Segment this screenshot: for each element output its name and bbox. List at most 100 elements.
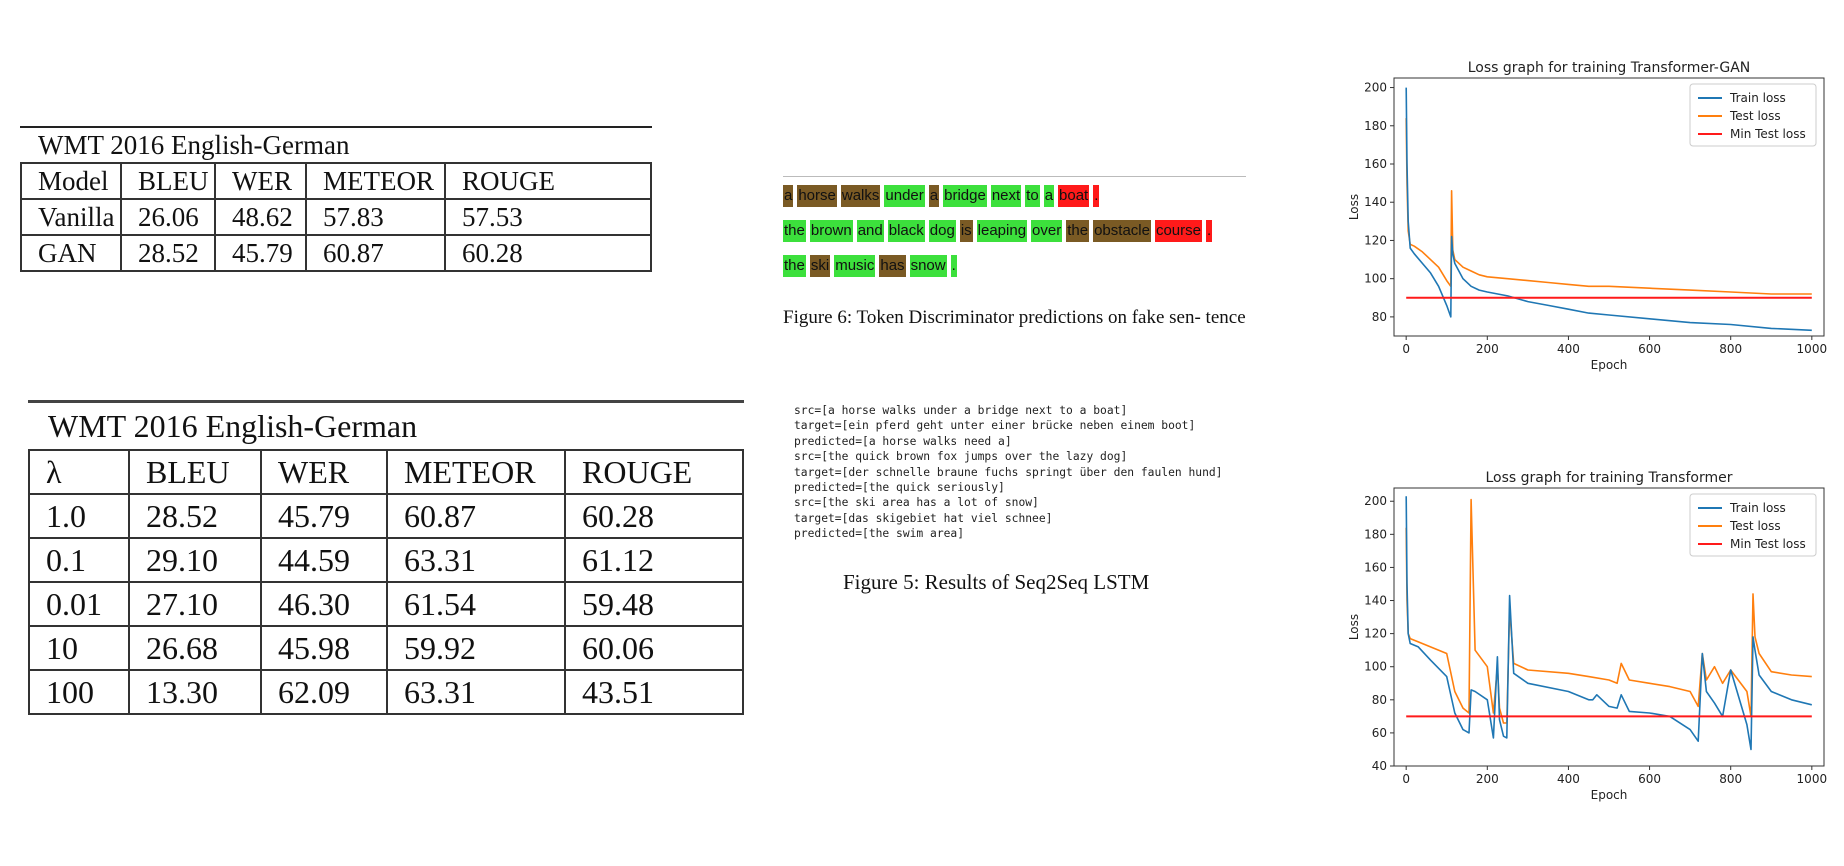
code-line: target=[das skigebiet hat viel schnee] (794, 511, 1053, 525)
results-table-model-comparison: WMT 2016 English-German Model BLEU WER M… (20, 126, 652, 272)
table-row: 10 26.68 45.98 59.92 60.06 (28, 625, 744, 671)
table-cell: 60.28 (444, 234, 652, 272)
token-word: ski (809, 255, 831, 277)
header-cell: METEOR (386, 449, 566, 495)
x-tick-label: 0 (1402, 772, 1410, 786)
series-line-train-loss (1405, 87, 1812, 332)
token-word: leaping (976, 220, 1028, 242)
x-tick-label: 600 (1638, 342, 1661, 356)
table-cell: 46.30 (260, 581, 388, 627)
table-grid: Model BLEU WER METEOR ROUGE Vanilla 26.0… (20, 162, 652, 272)
token-word: snow (909, 255, 947, 277)
results-table-lambda-ablation: WMT 2016 English-German λ BLEU WER METEO… (28, 400, 744, 715)
table-header-row: Model BLEU WER METEOR ROUGE (20, 162, 652, 200)
table-cell: 48.62 (214, 198, 307, 236)
table-grid: λ BLEU WER METEOR ROUGE 1.0 28.52 45.79 … (28, 449, 744, 715)
table-caption: WMT 2016 English-German (20, 126, 652, 162)
table-cell: 63.31 (386, 669, 566, 715)
table-cell: 60.06 (564, 625, 744, 671)
x-tick-label: 1000 (1797, 772, 1828, 786)
token-word: . (1206, 220, 1213, 242)
table-cell: 57.83 (305, 198, 446, 236)
plot-frame (1393, 487, 1825, 767)
token-sentence: a horse walks under a bridge next to a boat. (783, 185, 1246, 220)
y-tick-label: 180 (1364, 119, 1387, 133)
table-cell: 61.12 (564, 537, 744, 583)
figure-6-caption: Figure 6: Token Discriminator prediction… (783, 307, 1246, 328)
x-tick-label: 600 (1638, 772, 1661, 786)
token-discriminator-figure: a horse walks under a bridge next to a boat. the br… (783, 176, 1246, 290)
y-axis-label: Loss (1347, 614, 1361, 640)
token-word: horse (797, 185, 837, 207)
x-axis-label: Epoch (1591, 358, 1628, 372)
token-word: brown (809, 220, 853, 242)
table-cell: GAN (20, 234, 122, 272)
header-cell: BLEU (128, 449, 262, 495)
table-cell: 26.68 (128, 625, 262, 671)
token-word: . (1093, 185, 1100, 207)
legend-label: Train loss (1729, 91, 1786, 105)
header-cell: Model (20, 162, 122, 200)
series-line-train-loss (1405, 496, 1812, 751)
table-row: Vanilla 26.06 48.62 57.83 57.53 (20, 198, 652, 236)
y-tick-label: 140 (1364, 195, 1387, 209)
y-tick-label: 160 (1364, 560, 1387, 574)
token-word: a (1043, 185, 1055, 207)
loss-chart-transformer-gan: Loss graph for training Transformer-GAN 0… (1347, 60, 1827, 372)
table-cell: 1.0 (28, 493, 130, 539)
x-tick-label: 0 (1402, 342, 1410, 356)
header-cell: WER (214, 162, 307, 200)
token-word: dog (928, 220, 956, 242)
header-cell: λ (28, 449, 130, 495)
series-line-test-loss (1405, 118, 1812, 295)
y-tick-label: 40 (1372, 759, 1387, 773)
code-line: target=[ein pferd geht unter einer brück… (794, 419, 1196, 433)
token-word: has (879, 255, 906, 277)
y-axis-label: Loss (1347, 194, 1361, 220)
header-cell: BLEU (120, 162, 216, 200)
legend-box (1689, 83, 1817, 147)
token-word: black (887, 220, 925, 242)
token-word: course (1154, 220, 1202, 242)
table-row: 1.0 28.52 45.79 60.87 60.28 (28, 493, 744, 539)
x-tick-label: 200 (1476, 342, 1499, 356)
x-tick-label: 400 (1557, 342, 1580, 356)
legend-label: Test loss (1729, 519, 1781, 533)
table-cell: 0.1 (28, 537, 130, 583)
table-cell: 0.01 (28, 581, 130, 627)
table-cell: 29.10 (128, 537, 262, 583)
table-cell: 10 (28, 625, 130, 671)
table-cell: 60.87 (305, 234, 446, 272)
code-line: src=[a horse walks under a bridge next t… (794, 404, 1128, 417)
x-tick-label: 200 (1476, 772, 1499, 786)
table-cell: 57.53 (444, 198, 652, 236)
x-tick-label: 400 (1557, 772, 1580, 786)
token-word: boat (1058, 185, 1090, 207)
y-tick-label: 200 (1364, 81, 1387, 95)
y-tick-label: 80 (1372, 693, 1387, 707)
token-word: a (783, 185, 794, 207)
y-tick-label: 120 (1364, 627, 1387, 641)
legend-label: Min Test loss (1730, 537, 1806, 551)
token-word: walks (840, 185, 881, 207)
table-cell: 60.28 (564, 493, 744, 539)
code-line: predicted=[a horse walks need a] (794, 434, 1012, 448)
table-cell: 59.48 (564, 581, 744, 627)
table-cell: 28.52 (120, 234, 216, 272)
table-header-row: λ BLEU WER METEOR ROUGE (28, 449, 744, 495)
table-cell: 63.31 (386, 537, 566, 583)
y-tick-label: 160 (1364, 157, 1387, 171)
token-word: a (928, 185, 940, 207)
table-cell: 27.10 (128, 581, 262, 627)
table-cell: Vanilla (20, 198, 122, 236)
token-sentence: the brown and black dog is leaping over the obsta… (783, 220, 1246, 255)
token-word: bridge (943, 185, 987, 207)
series-line-test-loss (1405, 498, 1812, 724)
loss-chart-transformer: Loss graph for training Transformer 0 200 4… (1347, 470, 1828, 802)
token-word: . (950, 255, 957, 277)
chart-title: Loss graph for training Transformer-GAN (1468, 60, 1751, 76)
table-cell: 61.54 (386, 581, 566, 627)
y-tick-label: 100 (1364, 660, 1387, 674)
token-word: the (783, 220, 806, 242)
table-cell: 59.92 (386, 625, 566, 671)
